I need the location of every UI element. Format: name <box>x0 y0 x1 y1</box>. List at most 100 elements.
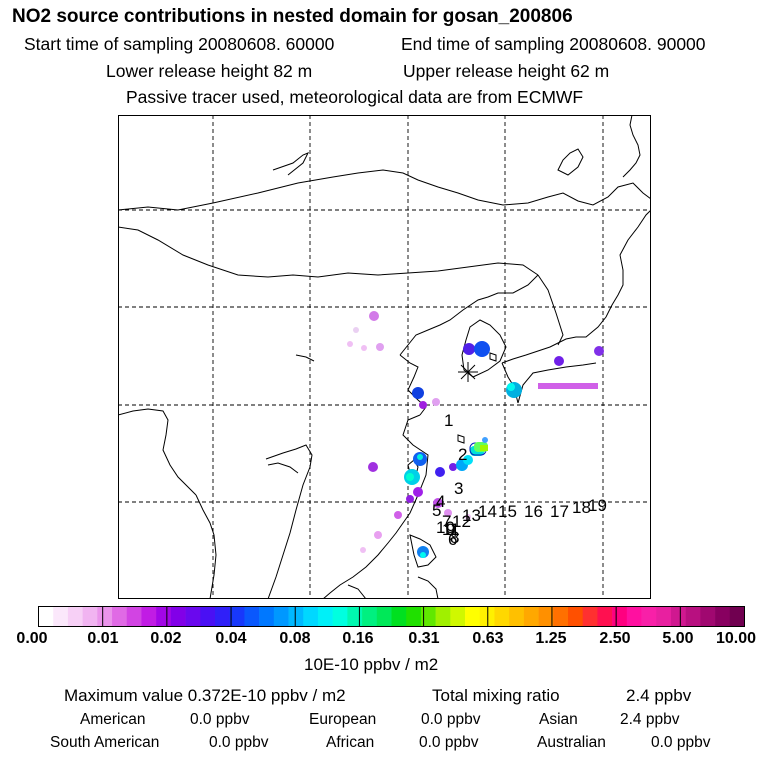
plume-blob <box>594 346 604 356</box>
plume-blob <box>444 509 452 517</box>
colorbar-cell <box>317 606 333 627</box>
plume-blob <box>361 345 367 351</box>
graticule <box>118 115 651 599</box>
colorbar-cell <box>553 606 569 627</box>
colorbar-cell <box>273 606 289 627</box>
traj-label: 12 <box>452 512 471 531</box>
colorbar-cell <box>641 606 657 627</box>
colorbar-tick-label: 0.16 <box>342 630 374 647</box>
plume-band <box>538 383 598 389</box>
colorbar-cell <box>303 606 319 627</box>
traj-label: 6 <box>448 530 457 549</box>
plume-blob <box>420 552 426 558</box>
colorbar-tick-label: 0.08 <box>279 630 311 647</box>
colorbar-cell <box>200 606 216 627</box>
plume-blob <box>435 467 445 477</box>
colorbar-cell <box>391 606 407 627</box>
region-value: 0.0 ppbv <box>419 734 479 751</box>
trajectory-labels: 1 2 3 4 5 6 7 8 9 10 11 12 13 14 15 16 1… <box>432 411 607 549</box>
plume-blob <box>369 311 379 321</box>
plume-blob <box>507 383 515 391</box>
plume-blob <box>419 401 427 409</box>
colorbar <box>38 606 745 627</box>
total-mixing-label: Total mixing ratio <box>432 686 560 705</box>
plume-blob <box>417 454 423 460</box>
plume-blob <box>406 473 414 481</box>
plume-blob <box>482 437 488 443</box>
plume-blob <box>394 511 402 519</box>
colorbar-cell <box>729 606 745 627</box>
colorbar-tick-label: 1.25 <box>535 630 567 647</box>
colorbar-tick-label: 0.02 <box>150 630 182 647</box>
colorbar-cell <box>509 606 525 627</box>
colorbar-tick-label: 0.04 <box>215 630 247 647</box>
traj-label: 18 <box>572 498 591 517</box>
concentration-plumes <box>347 311 604 558</box>
plume-blob <box>465 514 471 520</box>
colorbar-cell <box>82 606 98 627</box>
plume-blob <box>360 547 366 553</box>
colorbar-units: 10E-10 ppbv / m2 <box>304 655 439 674</box>
region-value: 2.4 ppbv <box>620 711 680 728</box>
traj-label: 2 <box>458 445 467 464</box>
colorbar-cell <box>332 606 348 627</box>
colorbar-cell <box>97 606 113 627</box>
colorbar-frame <box>38 606 745 627</box>
colorbar-cell <box>538 606 554 627</box>
map-panel: 1 2 3 4 5 6 7 8 9 10 11 12 13 14 15 16 1… <box>118 115 651 599</box>
colorbar-cell <box>450 606 466 627</box>
traj-label: 7 <box>442 512 451 531</box>
end-time: End time of sampling 20080608. 90000 <box>401 34 706 54</box>
colorbar-cell <box>229 606 245 627</box>
traj-label: 8 <box>450 528 459 547</box>
colorbar-tick-label: 5.00 <box>662 630 694 647</box>
plume-blob <box>368 462 378 472</box>
traj-label: 13 <box>462 506 481 525</box>
region-name: Asian <box>539 711 578 728</box>
traj-label: 5 <box>432 501 441 520</box>
region-name: African <box>326 734 375 751</box>
colorbar-cell <box>362 606 378 627</box>
colorbar-cell <box>435 606 451 627</box>
region-name: Australian <box>537 734 606 751</box>
colorbar-cell <box>420 606 436 627</box>
traj-label: 14 <box>478 502 497 521</box>
colorbar-tick-label: 0.00 <box>16 630 48 647</box>
colorbar-cell <box>715 606 731 627</box>
colorbar-cell <box>494 606 510 627</box>
traj-label: 16 <box>524 502 543 521</box>
plume-blob <box>353 327 359 333</box>
colorbar-cell <box>656 606 672 627</box>
traj-label: 3 <box>454 479 463 498</box>
region-name: European <box>309 711 377 728</box>
start-time: Start time of sampling 20080608. 60000 <box>24 34 335 54</box>
colorbar-cell <box>685 606 701 627</box>
upper-release-height: Upper release height 62 m <box>403 61 610 81</box>
plume-blob <box>554 356 564 366</box>
traj-label: 11 <box>442 520 460 539</box>
traj-label: 1 <box>444 411 453 430</box>
plume-blob <box>432 398 440 406</box>
plume-blob <box>463 455 473 465</box>
colorbar-cell <box>38 606 54 627</box>
region-value: 0.0 ppbv <box>190 711 250 728</box>
colorbar-tick-label: 10.00 <box>715 630 757 647</box>
plume-blob <box>347 341 353 347</box>
plume-blob <box>474 341 490 357</box>
receptor-star <box>458 362 478 382</box>
region-value: 0.0 ppbv <box>651 734 711 751</box>
region-value: 0.0 ppbv <box>421 711 481 728</box>
colorbar-tick-label: 0.01 <box>87 630 119 647</box>
colorbar-cell <box>700 606 716 627</box>
colorbar-cell <box>670 606 686 627</box>
page-title: NO2 source contributions in nested domai… <box>12 6 573 27</box>
colorbar-cell <box>170 606 186 627</box>
traj-label: 9 <box>446 520 455 539</box>
colorbar-cell <box>156 606 172 627</box>
colorbar-cell <box>465 606 481 627</box>
colorbar-cell <box>523 606 539 627</box>
colorbar-cell <box>376 606 392 627</box>
region-name: South American <box>50 734 160 751</box>
traj-label: 4 <box>436 492 445 511</box>
colorbar-cell <box>568 606 584 627</box>
